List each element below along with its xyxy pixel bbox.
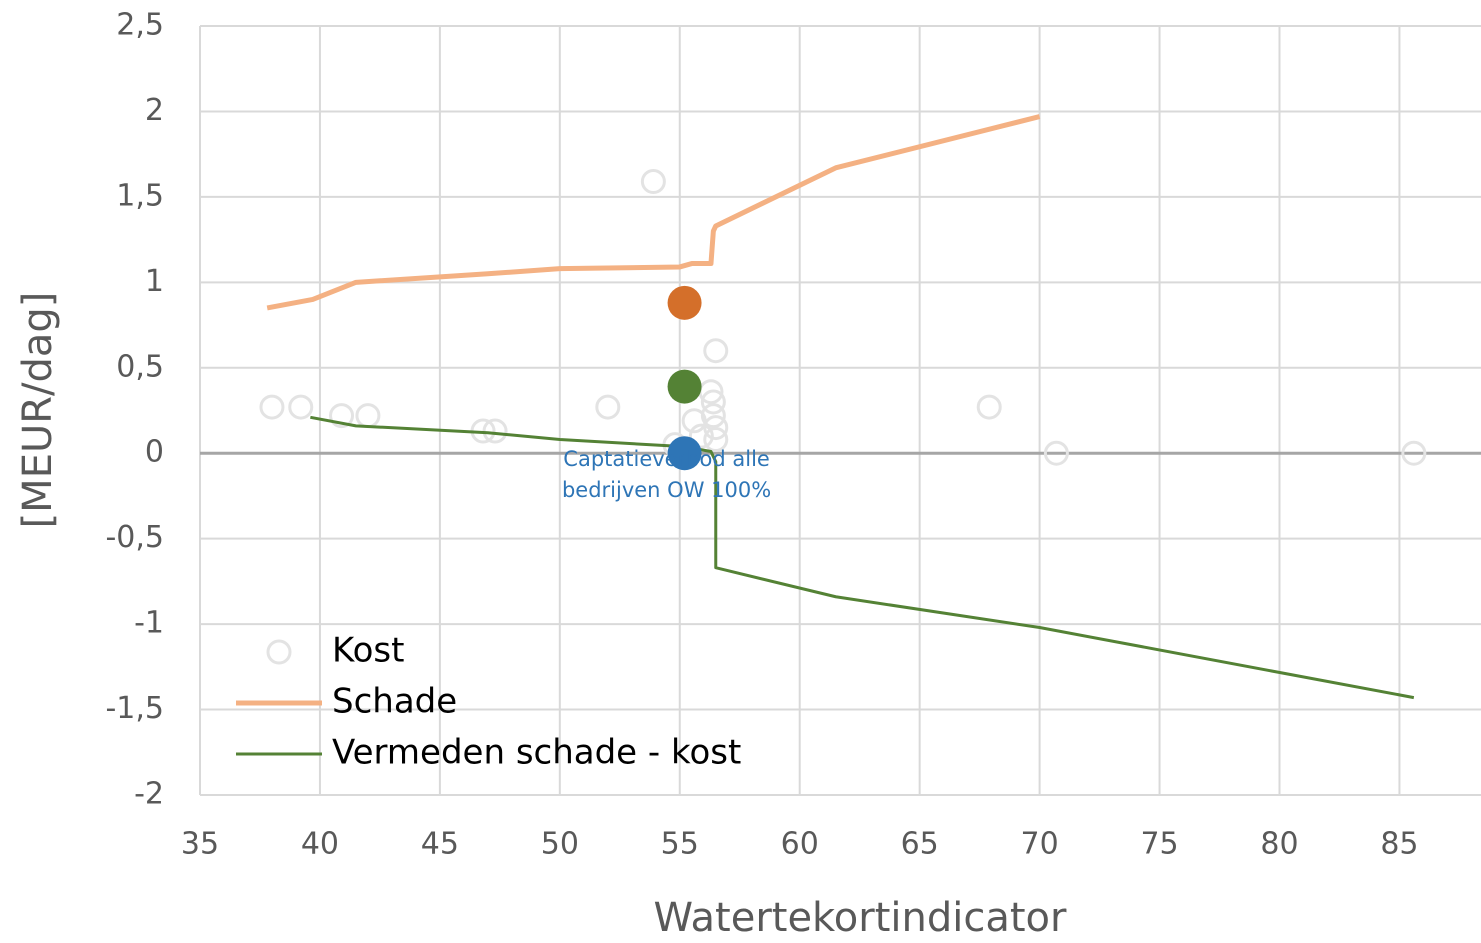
y-tick-label: 0,5 [116,349,164,384]
kost-point [1043,440,1069,466]
kost-point [288,394,314,420]
x-tick-label: 60 [781,827,819,862]
x-tick-label: 75 [1140,827,1178,862]
kost-point [976,394,1002,420]
kost-point [703,427,729,453]
x-tick-label: 45 [421,827,459,862]
kost-point [703,415,729,441]
x-tick-label: 85 [1380,827,1418,862]
y-tick-label: -2 [134,777,164,812]
legend-label: Schade [332,682,457,722]
legend-label: Vermeden schade - kost [332,733,741,773]
legend-marker [266,639,292,665]
x-axis-title: Watertekortindicator [654,895,1068,941]
series-line [266,114,1041,311]
y-tick-label: 2 [145,93,164,128]
legend-label: Kost [332,631,404,671]
kost-point [329,403,355,429]
kost-point [482,418,508,444]
y-tick-label: -1 [134,606,164,641]
kost-point [700,403,726,429]
y-tick-label: 0 [145,435,164,470]
y-tick-label: -0,5 [105,520,164,555]
kost-point [259,394,285,420]
x-tick-label: 40 [301,827,339,862]
x-tick-label: 50 [541,827,579,862]
annotation: bedrijven OW 100% [562,478,771,502]
y-tick-label: 1,5 [116,178,164,213]
kost-point [595,394,621,420]
x-tick-label: 65 [901,827,939,862]
kost-point [700,389,726,415]
kost-point [688,423,714,449]
y-tick-label: 1 [145,264,164,299]
kost-point [640,169,666,195]
y-tick-label: -1,5 [105,691,164,726]
x-tick-label: 70 [1021,827,1059,862]
series-line [310,415,1415,700]
y-tick-label: 2,5 [116,8,164,43]
highlight-point [667,369,702,404]
x-tick-label: 80 [1260,827,1298,862]
highlight-point [667,436,702,471]
annotation: Captatieverbod alle [563,447,770,471]
x-tick-label: 55 [661,827,699,862]
y-axis-title: [MEUR/dag] [15,292,61,529]
kost-point [355,403,381,429]
kost-point [1401,440,1427,466]
x-tick-label: 35 [181,827,219,862]
kost-point [703,338,729,364]
highlight-point [667,285,702,320]
